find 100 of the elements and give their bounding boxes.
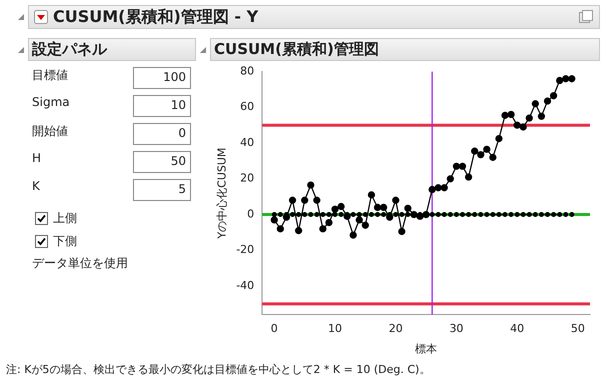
point — [319, 225, 326, 232]
x-tick-label: 40 — [510, 322, 524, 336]
point — [471, 148, 478, 155]
text: 10 — [133, 95, 191, 117]
point — [551, 212, 556, 218]
text: 50 — [133, 151, 191, 173]
point — [538, 112, 546, 120]
point — [368, 191, 376, 198]
y-tick-label: 40 — [240, 136, 254, 149]
point — [356, 216, 363, 224]
point — [464, 173, 472, 181]
point — [362, 222, 369, 229]
point — [526, 212, 532, 218]
point — [368, 212, 374, 218]
point — [440, 184, 448, 192]
point — [477, 151, 484, 158]
point — [496, 212, 502, 218]
point — [326, 212, 332, 218]
point — [466, 212, 472, 218]
text: 上側 — [53, 210, 77, 227]
point — [550, 92, 558, 100]
point — [568, 75, 576, 82]
point — [460, 212, 466, 218]
x-tick-label: 10 — [328, 322, 342, 336]
point — [386, 214, 394, 221]
point — [430, 212, 435, 218]
point — [338, 212, 344, 218]
point — [508, 212, 514, 218]
text: 設定パネル — [28, 38, 196, 61]
point — [489, 154, 496, 161]
point — [501, 112, 509, 119]
x-tick-label: 0 — [270, 322, 278, 336]
point — [314, 212, 320, 218]
point — [448, 212, 453, 218]
point — [428, 186, 436, 194]
point — [270, 216, 278, 224]
point — [446, 175, 454, 182]
point — [313, 196, 320, 204]
text: 5 — [133, 179, 191, 201]
point — [398, 228, 406, 236]
point — [434, 184, 442, 192]
point — [514, 122, 521, 129]
point — [478, 212, 484, 218]
point — [502, 212, 508, 218]
text: Sigma — [32, 95, 70, 109]
point — [454, 212, 459, 218]
point — [320, 212, 326, 218]
point — [331, 206, 339, 213]
point — [416, 212, 424, 220]
chart-title: CUSUM(累積和)管理図 — [210, 38, 600, 61]
point — [544, 97, 552, 105]
point — [307, 181, 314, 189]
point — [375, 212, 380, 218]
point — [350, 231, 357, 239]
x-tick-label: 50 — [570, 322, 585, 336]
point — [532, 212, 538, 218]
point — [472, 212, 478, 218]
point — [393, 212, 398, 218]
point — [490, 212, 496, 218]
text: 下側 — [53, 233, 77, 250]
point — [538, 212, 544, 218]
text: CUSUM(累積和)管理図 - Y — [28, 5, 600, 29]
point — [302, 212, 308, 218]
y-tick-label: 60 — [240, 100, 254, 114]
point — [282, 214, 290, 221]
point — [545, 212, 550, 218]
point — [374, 204, 382, 211]
text: 注: Kが5の場合、検出できる最小の変化は目標値を中心として2 * K = 10 (Deg. C)。 — [6, 362, 430, 377]
y-tick-label: 0 — [247, 207, 254, 220]
point — [556, 76, 564, 84]
point — [569, 212, 574, 218]
point — [520, 212, 526, 218]
text: 0 — [133, 123, 191, 145]
point — [276, 225, 284, 232]
text: K — [32, 179, 40, 193]
point — [290, 212, 296, 218]
text: 開始値 — [32, 123, 68, 140]
text: 目標値 — [32, 67, 68, 84]
text: H — [32, 151, 42, 165]
point — [288, 196, 296, 204]
point — [436, 212, 441, 218]
point — [442, 212, 447, 218]
point — [399, 212, 404, 218]
point — [308, 212, 314, 218]
point — [495, 135, 503, 142]
point — [526, 114, 533, 122]
y-tick-label: -40 — [236, 278, 254, 292]
point — [458, 162, 466, 170]
y-tick-label: -20 — [236, 243, 254, 256]
point — [514, 212, 520, 218]
point — [325, 218, 333, 226]
point — [484, 212, 490, 218]
point — [452, 162, 460, 170]
point — [294, 227, 302, 234]
y-axis-title: Yの中心化CUSUM — [215, 148, 228, 240]
text: 100 — [133, 67, 191, 89]
point — [278, 212, 283, 218]
point — [532, 100, 539, 108]
y-tick-label: 20 — [240, 172, 254, 185]
point — [483, 146, 490, 153]
